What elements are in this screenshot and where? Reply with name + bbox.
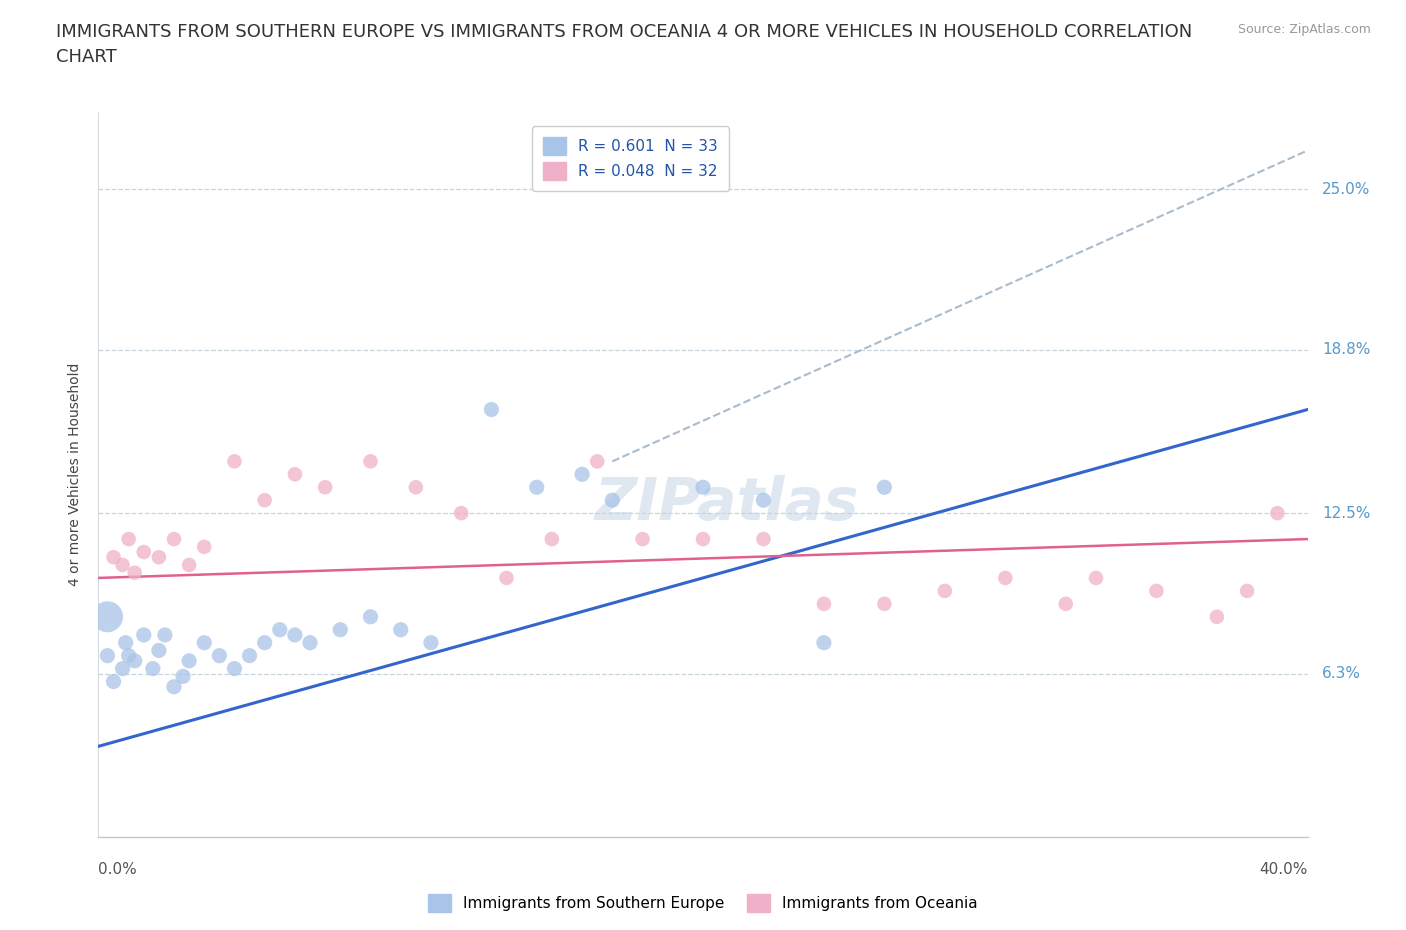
Point bbox=[224, 454, 246, 469]
Point bbox=[193, 635, 215, 650]
Point bbox=[132, 628, 155, 643]
Text: ZIPatlas: ZIPatlas bbox=[595, 475, 859, 532]
Point bbox=[103, 674, 125, 689]
Point bbox=[586, 454, 609, 469]
Text: 6.3%: 6.3% bbox=[1322, 666, 1361, 682]
Point bbox=[405, 480, 427, 495]
Text: 18.8%: 18.8% bbox=[1322, 342, 1371, 357]
Point bbox=[934, 583, 956, 598]
Point bbox=[299, 635, 322, 650]
Point bbox=[142, 661, 165, 676]
Point bbox=[994, 570, 1017, 585]
Text: CHART: CHART bbox=[56, 48, 117, 66]
Point bbox=[692, 480, 714, 495]
Point bbox=[163, 532, 186, 547]
Point bbox=[269, 622, 291, 637]
Point bbox=[124, 654, 146, 669]
Point bbox=[873, 480, 896, 495]
Point bbox=[253, 493, 276, 508]
Point bbox=[389, 622, 412, 637]
Point bbox=[118, 532, 141, 547]
Point bbox=[481, 402, 503, 417]
Point bbox=[314, 480, 336, 495]
Point bbox=[360, 609, 382, 624]
Point bbox=[1085, 570, 1108, 585]
Point bbox=[148, 643, 170, 658]
Point bbox=[873, 596, 896, 611]
Point bbox=[284, 467, 307, 482]
Point bbox=[1146, 583, 1168, 598]
Point bbox=[1054, 596, 1077, 611]
Point bbox=[1267, 506, 1289, 521]
Point bbox=[571, 467, 593, 482]
Point bbox=[179, 558, 201, 573]
Point bbox=[752, 532, 775, 547]
Point bbox=[114, 635, 136, 650]
Point bbox=[420, 635, 443, 650]
Point bbox=[239, 648, 262, 663]
Point bbox=[224, 661, 246, 676]
Point bbox=[602, 493, 624, 508]
Point bbox=[153, 628, 176, 643]
Point bbox=[360, 454, 382, 469]
Text: 25.0%: 25.0% bbox=[1322, 182, 1371, 197]
Legend: R = 0.601  N = 33, R = 0.048  N = 32: R = 0.601 N = 33, R = 0.048 N = 32 bbox=[533, 126, 728, 191]
Legend: Immigrants from Southern Europe, Immigrants from Oceania: Immigrants from Southern Europe, Immigra… bbox=[422, 888, 984, 918]
Point bbox=[540, 532, 562, 547]
Point bbox=[111, 661, 134, 676]
Point bbox=[813, 635, 835, 650]
Point bbox=[96, 648, 118, 663]
Point bbox=[526, 480, 548, 495]
Point bbox=[1206, 609, 1229, 624]
Point bbox=[103, 550, 125, 565]
Point bbox=[193, 539, 215, 554]
Point bbox=[179, 654, 201, 669]
Point bbox=[450, 506, 472, 521]
Point bbox=[111, 558, 134, 573]
Point bbox=[329, 622, 352, 637]
Point bbox=[495, 570, 517, 585]
Point bbox=[148, 550, 170, 565]
Point bbox=[631, 532, 654, 547]
Point bbox=[1236, 583, 1258, 598]
Point bbox=[172, 669, 194, 684]
Text: 12.5%: 12.5% bbox=[1322, 506, 1371, 521]
Point bbox=[118, 648, 141, 663]
Point bbox=[253, 635, 276, 650]
Point bbox=[692, 532, 714, 547]
Text: IMMIGRANTS FROM SOUTHERN EUROPE VS IMMIGRANTS FROM OCEANIA 4 OR MORE VEHICLES IN: IMMIGRANTS FROM SOUTHERN EUROPE VS IMMIG… bbox=[56, 23, 1192, 41]
Point bbox=[96, 609, 118, 624]
Point bbox=[284, 628, 307, 643]
Point bbox=[124, 565, 146, 580]
Point bbox=[163, 679, 186, 694]
Point bbox=[208, 648, 231, 663]
Text: 40.0%: 40.0% bbox=[1260, 862, 1308, 877]
Point bbox=[752, 493, 775, 508]
Text: Source: ZipAtlas.com: Source: ZipAtlas.com bbox=[1237, 23, 1371, 36]
Text: 0.0%: 0.0% bbox=[98, 862, 138, 877]
Point bbox=[813, 596, 835, 611]
Point bbox=[132, 545, 155, 560]
Y-axis label: 4 or more Vehicles in Household: 4 or more Vehicles in Household bbox=[67, 363, 82, 586]
